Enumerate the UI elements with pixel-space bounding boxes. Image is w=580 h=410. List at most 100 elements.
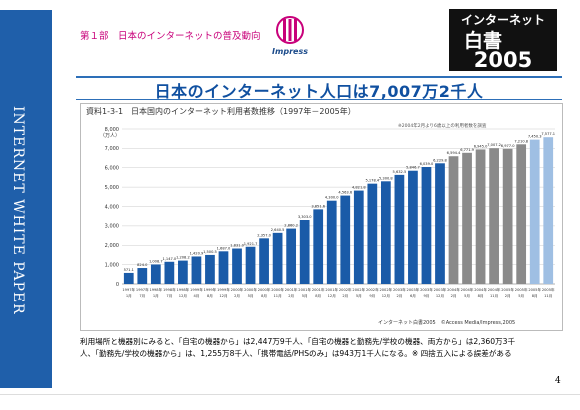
source-credit: インターネット白書2005 ©Access Media/Impress,2005 [378,320,516,326]
bar [245,246,256,284]
x-tick-label: 2001年 [325,287,338,292]
x-tick-label: 5月 [302,293,308,298]
y-tick-label: 7,000 [105,146,119,152]
impress-logo-text: Impress [272,47,308,56]
x-tick-label: 1月 [126,293,132,298]
x-tick-label: 2001年 [298,287,311,292]
bar-value-label: 3,851.6 [311,204,325,208]
bar-value-label: 6,977.0 [501,144,515,148]
x-tick-label: 8月 [478,293,484,298]
x-tick-label: 2002年 [339,287,352,292]
bar-value-label: 7,450.3 [528,135,542,139]
x-tick-label: 2月 [505,293,511,298]
title-rule-bottom [76,99,562,100]
bar [178,260,188,284]
y-tick-label: 1,000 [105,262,119,268]
x-tick-label: 12月 [436,293,444,298]
x-tick-label: 2001年 [285,287,298,292]
x-tick-label: 2004年 [474,287,487,292]
bar [367,183,378,284]
bar-value-label: 7,577.1 [541,132,555,136]
bar [205,254,215,284]
bar [394,174,405,284]
bar-value-label: 2,640.5 [271,228,285,232]
bar [232,248,242,284]
bar [313,209,324,284]
bar [502,148,513,284]
x-tick-label: 2000年 [231,287,244,292]
x-tick-label: 2005年 [501,287,514,292]
bar [326,200,337,284]
x-tick-label: 2004年 [461,287,474,292]
book-logo-year: 2005 [474,48,532,71]
bar-value-label: 3,303.0 [298,215,312,219]
x-tick-label: 2月 [288,293,294,298]
x-tick-label: 2002年 [379,287,392,292]
x-tick-label: 11月 [274,293,282,298]
x-tick-label: 1999年 [217,287,230,292]
x-tick-label: 2005年 [528,287,541,292]
x-tick-label: 2月 [234,293,240,298]
chart-note: ※2004年2月より6歳以上の利用者数を調査 [398,124,487,129]
x-tick-label: 5月 [248,293,254,298]
chapter-heading: 第１部 日本のインターネットの普及動向 [80,31,261,42]
bar-value-label: 4,563.6 [338,191,352,195]
x-tick-label: 1月 [153,293,159,298]
x-tick-label: 5月 [356,293,362,298]
x-tick-label: 8月 [315,293,321,298]
bar [218,251,229,284]
bar-chart: 0 1,000 2,000 3,000 4,000 5,000 6,000 7,000 8,00… [100,127,555,298]
bar-value-label: 1,921.7 [244,242,258,246]
bar [340,195,351,284]
x-tick-label: 2002年 [352,287,365,292]
bar [475,149,486,284]
x-tick-label: 1998年 [149,287,162,292]
bar [462,152,472,284]
x-tick-label: 11月 [544,293,552,298]
x-tick-label: 12月 [219,293,227,298]
bar-value-label: 5,300.8 [379,176,393,180]
bar-value-label: 2,357.0 [257,233,271,237]
bar-value-label: 5,178.4 [365,179,379,183]
bar [164,261,175,284]
x-tick-label: 2004年 [447,287,460,292]
bar [259,238,269,284]
bar [408,170,418,284]
x-tick-label: 12月 [328,293,336,298]
bar [272,232,283,284]
bar-value-label: 2,860.2 [284,224,298,228]
y-tick-label: 8,000 [105,127,119,133]
bar [543,137,554,284]
x-tick-label: 6月 [410,293,416,298]
bar [435,163,445,284]
bar-value-label: 1,500.5 [203,250,217,254]
book-logo-line2: 白書 [464,29,502,52]
summary-line-2: 人、「勤務先/学校の機器から」は、1,255万8千人、「携帯電話/PHSのみ」は… [80,349,512,358]
x-tick-label: 1997年 [122,287,135,292]
x-tick-label: 1999年 [204,287,217,292]
bar-value-label: 1,008.7 [149,259,163,263]
y-tick-label: 3,000 [105,224,119,230]
bar [421,166,432,284]
page-title: 日本のインターネット人口は7,007万2千人 [154,82,484,101]
y-axis-label: （万人） [100,133,120,139]
x-tick-label: 8月 [532,293,538,298]
bottom-rule [0,394,580,395]
x-tick-label: 2005年 [542,287,555,292]
book-logo-line1: インターネット [461,13,545,27]
x-tick-label: 11月 [490,293,498,298]
x-tick-label: 1998年 [177,287,190,292]
bar-value-label: 7,210.8 [514,139,528,143]
x-tick-label: 2月 [342,293,348,298]
x-tick-label: 8月 [261,293,267,298]
x-tick-label: 2000年 [258,287,271,292]
bar-value-label: 1,420.9 [190,251,204,255]
chart-title: 資料1-3-1 日本国内のインターネット利用者数推移（1997年－2005年） [86,107,356,116]
x-tick-label: 2005年 [515,287,528,292]
bar-value-label: 5,632.5 [393,170,407,174]
bar-value-label: 6,945.0 [474,144,488,148]
x-tick-label: 1999年 [190,287,203,292]
x-tick-label: 12月 [382,293,390,298]
x-tick-label: 2001年 [312,287,325,292]
x-tick-label: 2003年 [407,287,420,292]
